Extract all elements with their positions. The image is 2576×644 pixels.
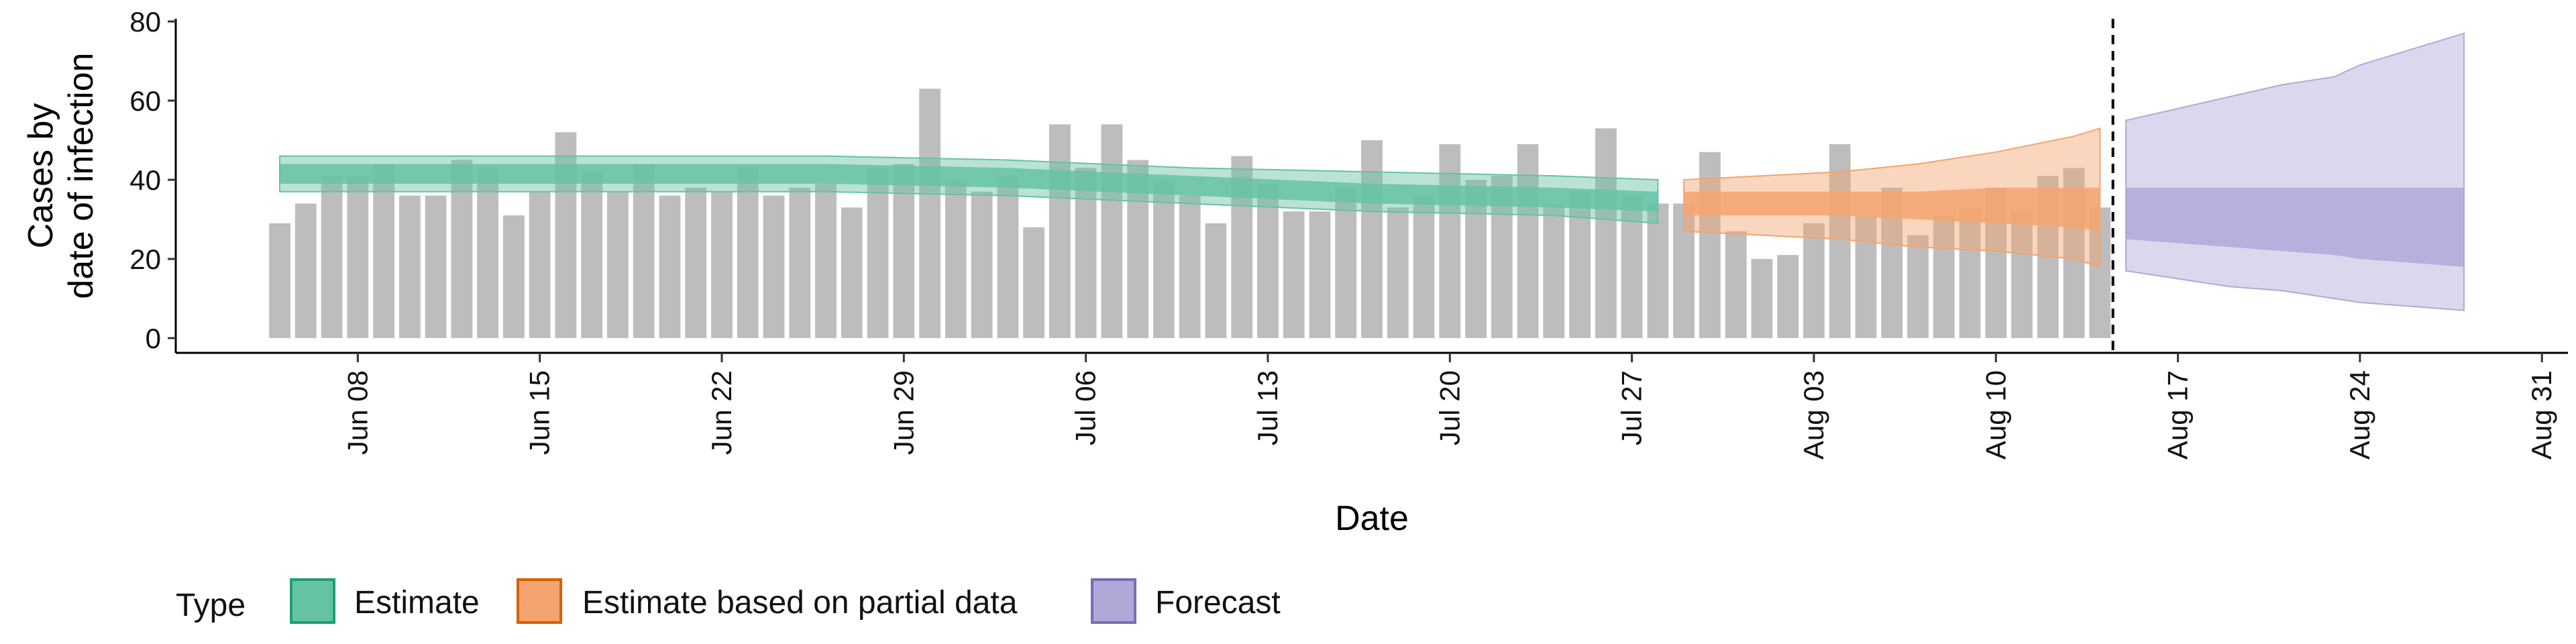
x-tick-label-2020-07-06: Jul 06: [1070, 370, 1102, 445]
legend-key-partial-estimate: [517, 578, 562, 624]
bar-2020-06-15: [529, 191, 551, 338]
forecast-outer-band: [2125, 32, 2465, 311]
y-tick-label-0: 0: [146, 323, 161, 354]
bar-2020-08-03: [1803, 223, 1825, 338]
bar-2020-06-24: [763, 195, 785, 338]
bar-2020-07-21: [1465, 180, 1487, 338]
bar-2020-07-11: [1205, 223, 1227, 338]
bar-2020-08-05: [1855, 215, 1877, 338]
bar-2020-07-31: [1725, 231, 1747, 338]
bar-2020-07-13: [1257, 183, 1279, 338]
x-tick-label-2020-06-08: Jun 08: [341, 370, 373, 455]
bar-2020-08-07: [1907, 235, 1929, 338]
x-tick-label-2020-07-13: Jul 13: [1252, 370, 1283, 445]
bar-2020-08-09: [1959, 207, 1981, 338]
legend: Type Estimate Estimate based on partial …: [176, 578, 1281, 624]
legend-label-forecast: Forecast: [1155, 585, 1281, 621]
legend-key-forecast: [1091, 578, 1136, 624]
bar-2020-06-09: [373, 164, 394, 338]
bar-2020-06-13: [477, 168, 498, 338]
bar-2020-06-23: [737, 168, 759, 338]
bar-2020-06-28: [867, 168, 889, 338]
bar-2020-06-18: [607, 191, 629, 338]
x-axis-title: Date: [1335, 499, 1409, 538]
interval-bands: [279, 32, 2465, 311]
legend-title: Type: [176, 588, 246, 623]
bar-2020-07-18: [1387, 207, 1409, 338]
bar-2020-07-02: [971, 191, 993, 338]
y-tick-label-40: 40: [129, 164, 161, 196]
partial-estimate-inner-band: [1684, 187, 2100, 231]
bar-2020-06-07: [321, 176, 343, 338]
bar-2020-08-08: [1933, 215, 1955, 338]
legend-label-partial-estimate: Estimate based on partial data: [582, 585, 1018, 621]
x-tick-label-2020-08-03: Aug 03: [1798, 370, 1829, 460]
bar-2020-07-01: [945, 180, 967, 338]
bar-2020-06-14: [503, 215, 525, 338]
bar-2020-07-27: [1621, 195, 1643, 338]
bar-2020-08-02: [1777, 255, 1799, 338]
x-tick-label-2020-06-15: Jun 15: [524, 370, 555, 455]
bar-2020-07-14: [1283, 211, 1305, 338]
x-tick-label-2020-08-24: Aug 24: [2344, 370, 2375, 460]
legend-key-estimate: [290, 578, 335, 624]
bar-2020-07-17: [1361, 140, 1383, 338]
x-tick-label-2020-06-29: Jun 29: [888, 370, 919, 455]
y-tick-label-80: 80: [129, 6, 161, 38]
bar-2020-06-30: [919, 89, 941, 339]
x-tick-label-2020-06-22: Jun 22: [706, 370, 737, 455]
y-tick-label-20: 20: [129, 244, 161, 275]
bar-2020-06-25: [789, 187, 811, 338]
bar-2020-08-01: [1751, 259, 1773, 338]
bar-2020-07-10: [1179, 195, 1201, 338]
bar-2020-07-06: [1075, 168, 1097, 338]
bar-2020-07-09: [1153, 180, 1175, 338]
axes: [174, 19, 2568, 354]
x-tick-label-2020-07-27: Jul 27: [1616, 370, 1648, 445]
x-tick-label-2020-08-17: Aug 17: [2162, 370, 2194, 460]
bar-2020-07-05: [1049, 124, 1071, 338]
bar-2020-06-27: [841, 207, 863, 338]
bar-2020-07-26: [1595, 128, 1617, 339]
bar-2020-06-05: [269, 223, 290, 338]
bar-2020-06-21: [685, 187, 707, 338]
bar-2020-07-03: [997, 176, 1019, 338]
bar-2020-06-22: [711, 191, 733, 338]
bar-2020-07-04: [1023, 227, 1044, 338]
bar-2020-08-11: [2011, 211, 2033, 338]
forecast-inner-band: [2126, 187, 2464, 267]
x-tick-label-2020-08-10: Aug 10: [1980, 370, 2011, 460]
bar-2020-06-11: [425, 195, 447, 338]
y-axis-title-line-2: date of infection: [62, 52, 101, 299]
reported-cases-bars: [269, 89, 2111, 339]
bar-2020-06-06: [294, 203, 317, 338]
x-tick-label-2020-07-20: Jul 20: [1434, 370, 1465, 445]
bar-2020-06-20: [659, 195, 681, 338]
bar-2020-06-08: [347, 176, 369, 338]
bar-2020-07-20: [1439, 144, 1461, 338]
bar-2020-07-24: [1543, 203, 1565, 338]
bar-2020-07-19: [1413, 195, 1435, 338]
legend-label-estimate: Estimate: [354, 585, 480, 621]
bar-2020-06-12: [451, 160, 473, 338]
estimate-inner-band: [280, 164, 1658, 212]
bar-2020-07-16: [1335, 187, 1357, 338]
y-tick-label-60: 60: [129, 85, 161, 117]
bar-2020-06-26: [815, 183, 837, 338]
bar-2020-06-17: [581, 172, 603, 338]
bar-2020-06-19: [633, 164, 655, 338]
bar-2020-07-07: [1101, 124, 1123, 338]
bar-2020-07-25: [1569, 191, 1591, 338]
bar-2020-07-23: [1517, 144, 1539, 338]
bar-2020-08-04: [1829, 144, 1851, 338]
x-tick-label-2020-08-31: Aug 31: [2526, 370, 2557, 460]
tick-labels: 0 20 40 60 80 Jun 08 Jun 15 Jun 22 Jun 29 Jul 06 J…: [129, 6, 2557, 460]
bar-2020-06-10: [399, 195, 421, 338]
bar-2020-07-15: [1309, 211, 1331, 338]
y-axis-title-line-1: Cases by: [21, 103, 60, 249]
bar-2020-07-30: [1699, 152, 1721, 338]
bar-2020-07-28: [1647, 203, 1669, 338]
